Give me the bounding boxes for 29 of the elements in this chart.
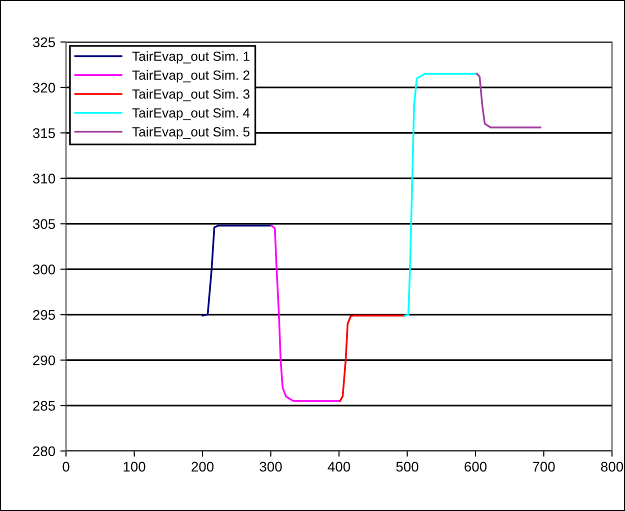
- y-tick-label: 300: [32, 264, 56, 274]
- y-tick-label: 295: [33, 310, 56, 320]
- line-series: [339, 314, 406, 402]
- x-tick-label: 0: [62, 462, 70, 472]
- x-tick-label: 100: [124, 462, 146, 472]
- legend-label: TairEvap_out Sim. 4: [132, 108, 250, 120]
- x-tick-label: 600: [464, 462, 487, 472]
- y-tick-label: 285: [33, 400, 56, 411]
- x-tick-label: 800: [601, 462, 624, 472]
- legend-label: TairEvap_out Sim. 3: [132, 89, 250, 102]
- legend-label: TairEvap_out Sim. 2: [132, 70, 250, 82]
- y-tick-label: 280: [33, 446, 56, 456]
- line-series: [476, 72, 542, 128]
- line-series: [270, 224, 341, 402]
- y-tick-label: 290: [33, 355, 56, 366]
- y-tick-label: 320: [32, 82, 56, 93]
- x-tick-label: 500: [396, 462, 418, 472]
- y-tick-label: 310: [32, 174, 56, 184]
- x-tick-label: 200: [192, 462, 214, 472]
- y-tick-label: 305: [32, 219, 56, 229]
- y-tick-label: 325: [32, 37, 56, 48]
- y-tick-label: 315: [32, 128, 56, 138]
- x-tick-label: 300: [260, 462, 282, 472]
- line-series: [404, 72, 478, 316]
- x-tick-label: 400: [328, 462, 350, 472]
- x-tick-label: 700: [532, 462, 555, 472]
- legend-label: TairEvap_out Sim. 5: [132, 126, 250, 140]
- line-series: [202, 224, 272, 316]
- legend-label: TairEvap_out Sim. 1: [132, 51, 250, 64]
